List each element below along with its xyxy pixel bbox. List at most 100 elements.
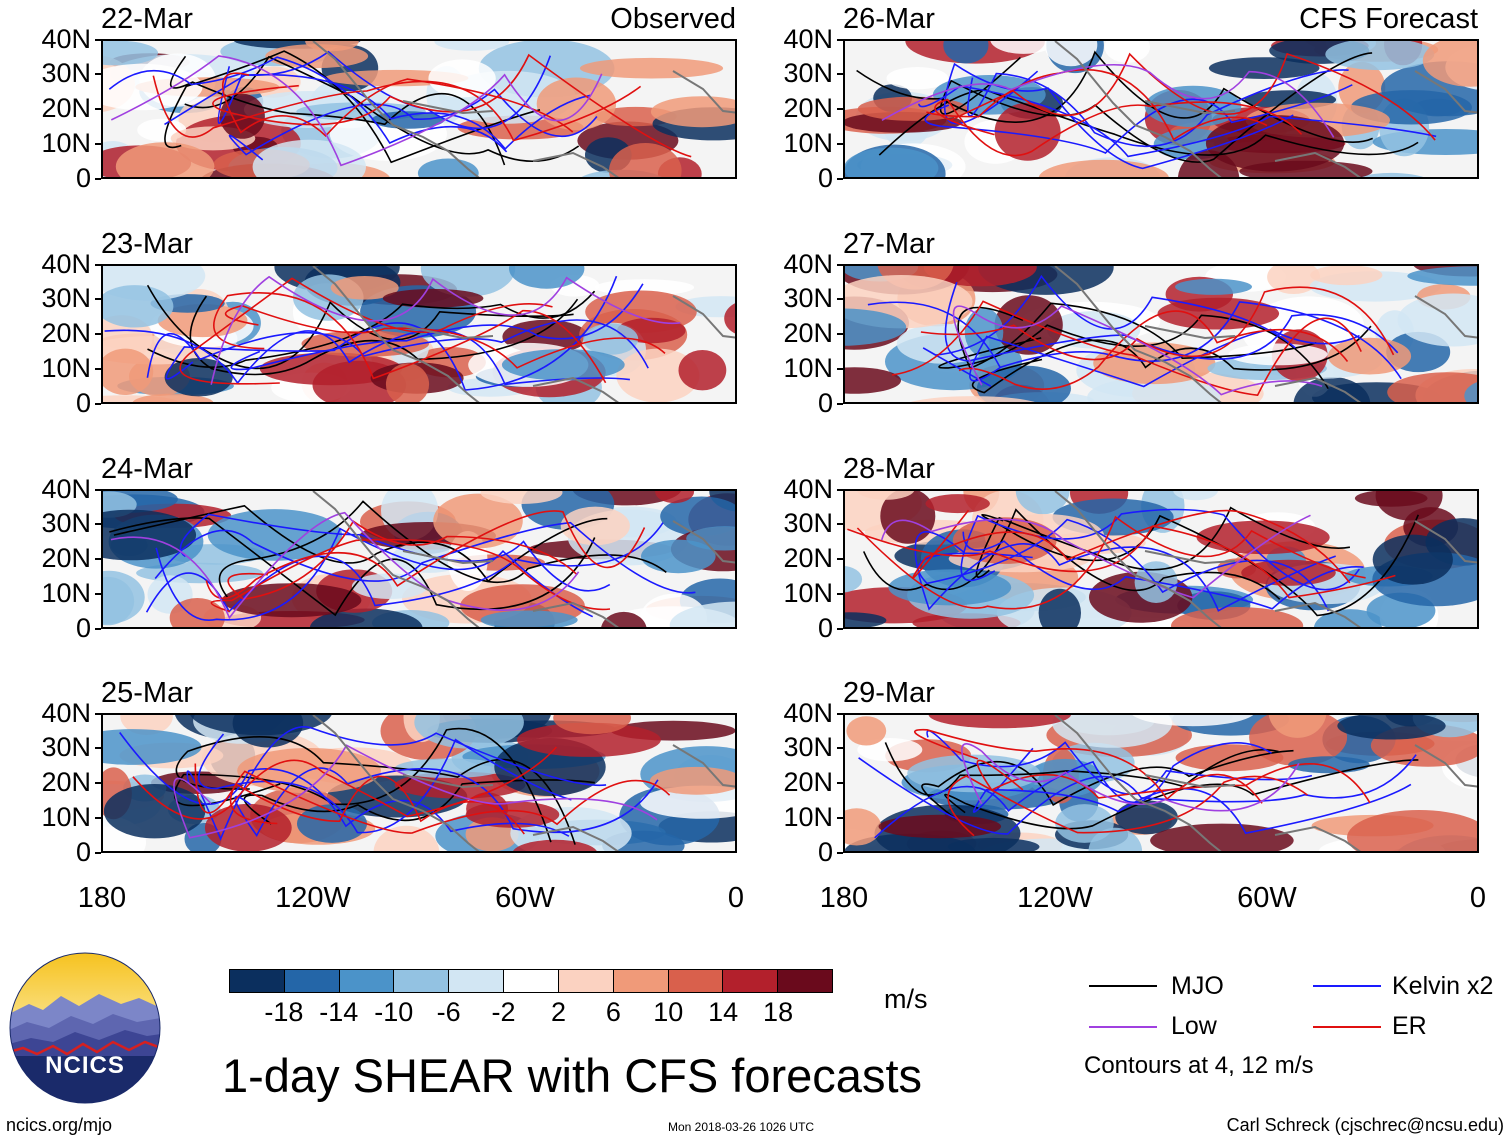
- lat-label-20n-26-mar: 20N: [783, 93, 833, 123]
- legend-low-line: [1089, 1026, 1157, 1028]
- lat-label-40n-23-mar: 40N: [41, 249, 91, 279]
- colorbar-swatch-6: [558, 970, 614, 992]
- forecast-label: CFS Forecast: [1299, 3, 1478, 35]
- panel-date-22-mar: 22-Mar: [101, 3, 193, 35]
- colorbar-swatch-1: [284, 970, 340, 992]
- lat-label-30n-29-mar: 30N: [783, 732, 833, 762]
- lon-label-180-left: 180: [77, 882, 127, 914]
- colorbar-label: -10: [374, 997, 414, 1027]
- lat-label-10n-25-mar: 10N: [41, 802, 91, 832]
- contours-note: Contours at 4, 12 m/s: [1084, 1052, 1314, 1079]
- panel-date-25-mar: 25-Mar: [101, 677, 193, 709]
- lat-label-30n-22-mar: 30N: [41, 58, 91, 88]
- observed-label: Observed: [610, 3, 736, 35]
- colorbar-label: 10: [653, 997, 684, 1027]
- legend-kelvin-line: [1313, 985, 1381, 987]
- lat-label-40n-28-mar: 40N: [783, 474, 833, 504]
- lat-label-20n-27-mar: 20N: [783, 318, 833, 348]
- colorbar-label: 6: [605, 997, 621, 1027]
- lat-label-40n-26-mar: 40N: [783, 24, 833, 54]
- footer-url[interactable]: ncics.org/mjo: [6, 1115, 113, 1135]
- legend-kelvin-label: Kelvin x2: [1392, 972, 1494, 1000]
- lat-label-0-24-mar: 0: [75, 613, 91, 643]
- colorbar-swatch-10: [778, 970, 832, 992]
- panel-date-23-mar: 23-Mar: [101, 228, 193, 260]
- lat-label-20n-22-mar: 20N: [41, 93, 91, 123]
- lat-label-20n-28-mar: 20N: [783, 543, 833, 573]
- map-panel-29-mar: [843, 713, 1479, 853]
- lat-label-10n-28-mar: 10N: [783, 578, 833, 608]
- lat-label-30n-26-mar: 30N: [783, 58, 833, 88]
- colorbar-label: -2: [491, 997, 516, 1027]
- legend-low-label: Low: [1171, 1012, 1217, 1040]
- lat-label-10n-27-mar: 10N: [783, 353, 833, 383]
- map-panel-24-mar: [101, 489, 737, 629]
- lat-label-0-28-mar: 0: [817, 613, 833, 643]
- lon-label-120w-left: 120W: [275, 882, 351, 914]
- lat-label-20n-23-mar: 20N: [41, 318, 91, 348]
- lat-label-20n-29-mar: 20N: [783, 767, 833, 797]
- footer-credit[interactable]: Carl Schreck (cjschrec@ncsu.edu): [1226, 1115, 1504, 1135]
- colorbar-label: 18: [763, 997, 794, 1027]
- lon-label-60w-right: 60W: [1237, 882, 1297, 914]
- lat-label-40n-27-mar: 40N: [783, 249, 833, 279]
- map-panel-22-mar: [101, 39, 737, 179]
- colorbar-swatch-8: [668, 970, 724, 992]
- lon-label-0-left: 0: [727, 882, 745, 914]
- panel-date-26-mar: 26-Mar: [843, 3, 935, 35]
- colorbar-swatch-4: [449, 970, 505, 992]
- lon-label-120w-right: 120W: [1017, 882, 1093, 914]
- chart-title: 1-day SHEAR with CFS forecasts: [222, 1049, 922, 1102]
- map-panel-25-mar: [101, 713, 737, 853]
- panel-date-24-mar: 24-Mar: [101, 453, 193, 485]
- lat-label-10n-22-mar: 10N: [41, 128, 91, 158]
- lat-label-40n-25-mar: 40N: [41, 698, 91, 728]
- footer-timestamp: Mon 2018-03-26 1026 UTC: [668, 1120, 815, 1134]
- lat-label-0-25-mar: 0: [75, 837, 91, 867]
- logo-text: NCICS: [45, 1052, 125, 1079]
- lon-label-60w-left: 60W: [495, 882, 555, 914]
- colorbar-swatch-5: [504, 970, 559, 992]
- lat-label-10n-26-mar: 10N: [783, 128, 833, 158]
- lat-label-0-23-mar: 0: [75, 388, 91, 418]
- colorbar-label: 2: [550, 997, 566, 1027]
- lon-label-0-right: 0: [1469, 882, 1487, 914]
- legend-mjo-line: [1089, 985, 1157, 987]
- lat-label-30n-25-mar: 30N: [41, 732, 91, 762]
- colorbar-label: 14: [708, 997, 739, 1027]
- legend-er-label: ER: [1392, 1012, 1427, 1040]
- lat-label-40n-29-mar: 40N: [783, 698, 833, 728]
- lat-label-0-27-mar: 0: [817, 388, 833, 418]
- colorbar-label: -18: [264, 997, 304, 1027]
- lat-label-0-22-mar: 0: [75, 163, 91, 193]
- colorbar: [229, 969, 833, 993]
- units-label: m/s: [884, 984, 928, 1014]
- lat-label-10n-29-mar: 10N: [783, 802, 833, 832]
- lat-label-30n-27-mar: 30N: [783, 283, 833, 313]
- lat-label-30n-23-mar: 30N: [41, 283, 91, 313]
- colorbar-swatch-9: [723, 970, 779, 992]
- lat-label-30n-24-mar: 30N: [41, 508, 91, 538]
- lat-label-40n-22-mar: 40N: [41, 24, 91, 54]
- colorbar-swatch-0: [230, 970, 285, 992]
- colorbar-label: -6: [436, 997, 461, 1027]
- lat-label-10n-23-mar: 10N: [41, 353, 91, 383]
- map-panel-27-mar: [843, 264, 1479, 404]
- lat-label-20n-24-mar: 20N: [41, 543, 91, 573]
- lat-label-0-29-mar: 0: [817, 837, 833, 867]
- lat-label-0-26-mar: 0: [817, 163, 833, 193]
- legend-mjo-label: MJO: [1171, 972, 1224, 1000]
- panel-date-29-mar: 29-Mar: [843, 677, 935, 709]
- lat-label-10n-24-mar: 10N: [41, 578, 91, 608]
- colorbar-swatch-7: [613, 970, 669, 992]
- colorbar-swatch-3: [394, 970, 450, 992]
- ncics-logo[interactable]: NCICS: [9, 952, 161, 1104]
- colorbar-label: -14: [319, 997, 359, 1027]
- lat-label-30n-28-mar: 30N: [783, 508, 833, 538]
- lat-label-20n-25-mar: 20N: [41, 767, 91, 797]
- panel-date-28-mar: 28-Mar: [843, 453, 935, 485]
- colorbar-swatch-2: [339, 970, 395, 992]
- lon-label-180-right: 180: [819, 882, 869, 914]
- map-panel-28-mar: [843, 489, 1479, 629]
- legend-er-line: [1313, 1026, 1381, 1028]
